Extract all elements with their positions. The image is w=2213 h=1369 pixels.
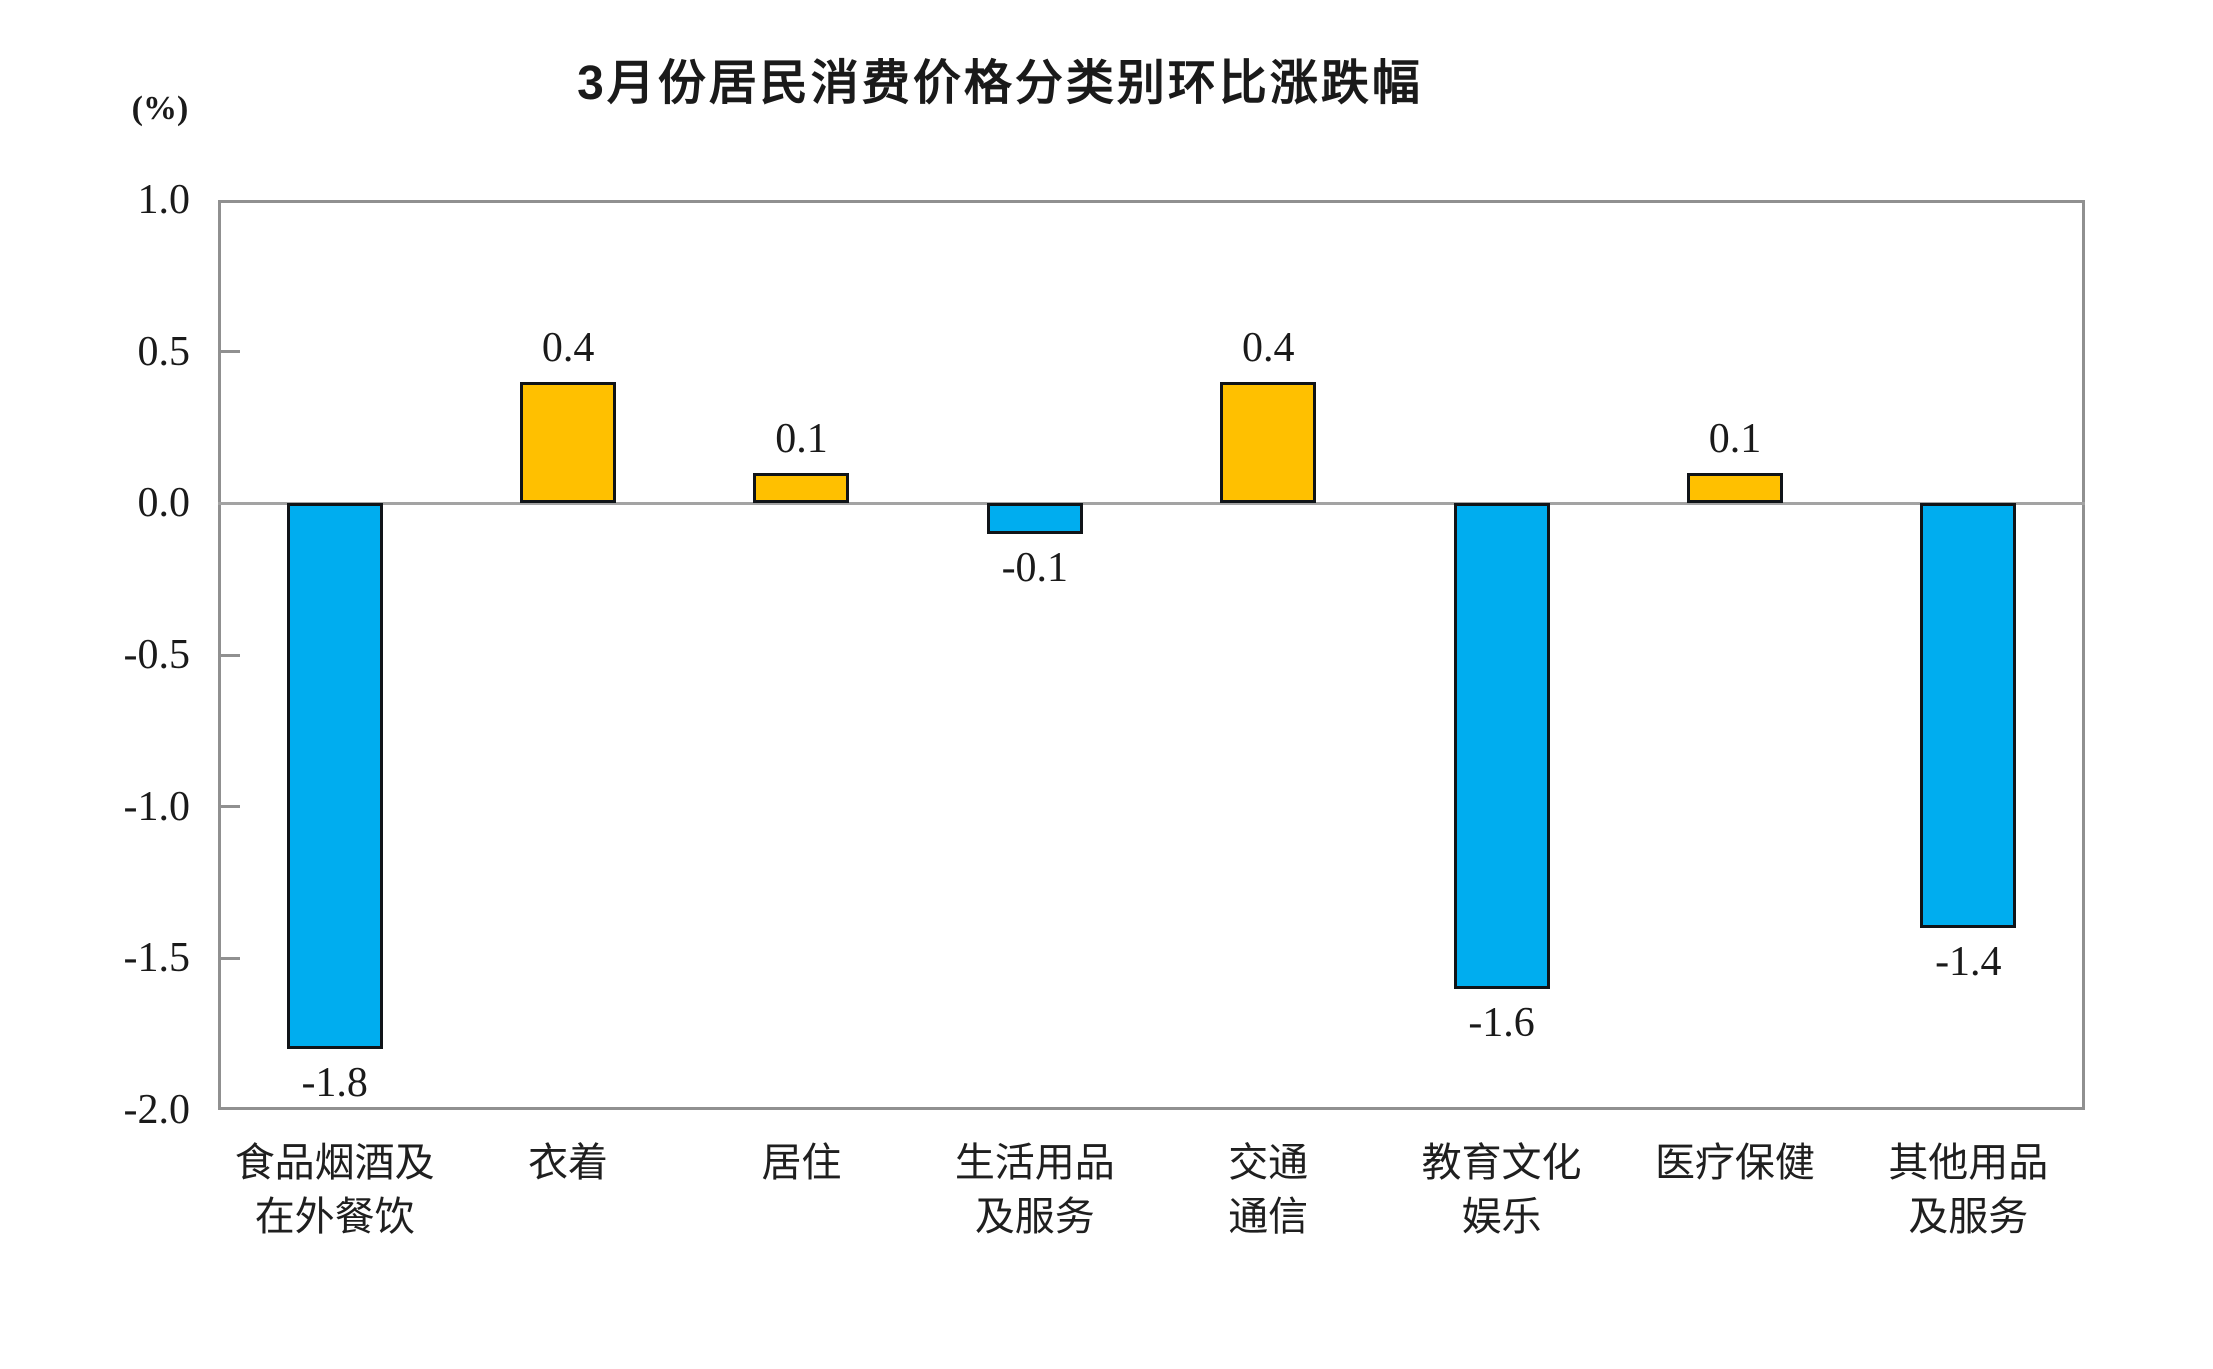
zero-axis-line: [218, 501, 2085, 505]
y-tick-mark: [218, 805, 240, 809]
y-tick-label: 1.0: [137, 177, 191, 223]
bar-value-label: -1.8: [301, 1060, 368, 1107]
category-label: 居住: [761, 1140, 842, 1185]
y-tick-label: -2.0: [123, 1087, 191, 1133]
y-tick-label: -1.5: [123, 935, 191, 982]
bar-value-label: 0.4: [541, 325, 595, 371]
bar: [286, 503, 383, 1050]
y-axis-unit-label: (%): [131, 90, 189, 127]
y-tick-label: -1.0: [123, 783, 191, 830]
category-label: 交通 通信: [1228, 1140, 1309, 1239]
bar: [986, 503, 1083, 534]
category-label: 食品烟酒及 在外餐饮: [234, 1140, 435, 1239]
bar-value-label: -1.4: [1935, 939, 2002, 985]
bar-value-label: 0.1: [775, 416, 828, 462]
y-tick-mark: [218, 653, 240, 657]
bar: [520, 382, 617, 504]
chart-title: 3月份居民消费价格分类别环比涨跌幅: [577, 57, 1423, 110]
category-label: 医疗保健: [1654, 1140, 1815, 1185]
category-label: 生活用品 及服务: [954, 1140, 1115, 1239]
bar-value-label: -0.1: [1001, 544, 1069, 591]
bar: [753, 473, 850, 504]
y-tick-label: -0.5: [123, 632, 191, 678]
category-label: 教育文化 娱乐: [1421, 1140, 1582, 1239]
bar: [1220, 382, 1317, 504]
y-tick-mark: [218, 350, 240, 354]
category-label: 衣着: [528, 1140, 609, 1185]
y-tick-label: 0.0: [137, 480, 191, 527]
y-tick-label: 0.5: [137, 328, 191, 375]
y-tick-mark: [218, 956, 240, 960]
bar-value-label: 0.1: [1708, 416, 1762, 462]
bar: [1453, 503, 1550, 989]
bar: [1686, 473, 1783, 504]
bar: [1920, 503, 2017, 928]
bar-value-label: -1.6: [1468, 999, 1535, 1046]
bar-value-label: 0.4: [1241, 325, 1295, 371]
category-label: 其他用品 及服务: [1888, 1140, 2049, 1239]
